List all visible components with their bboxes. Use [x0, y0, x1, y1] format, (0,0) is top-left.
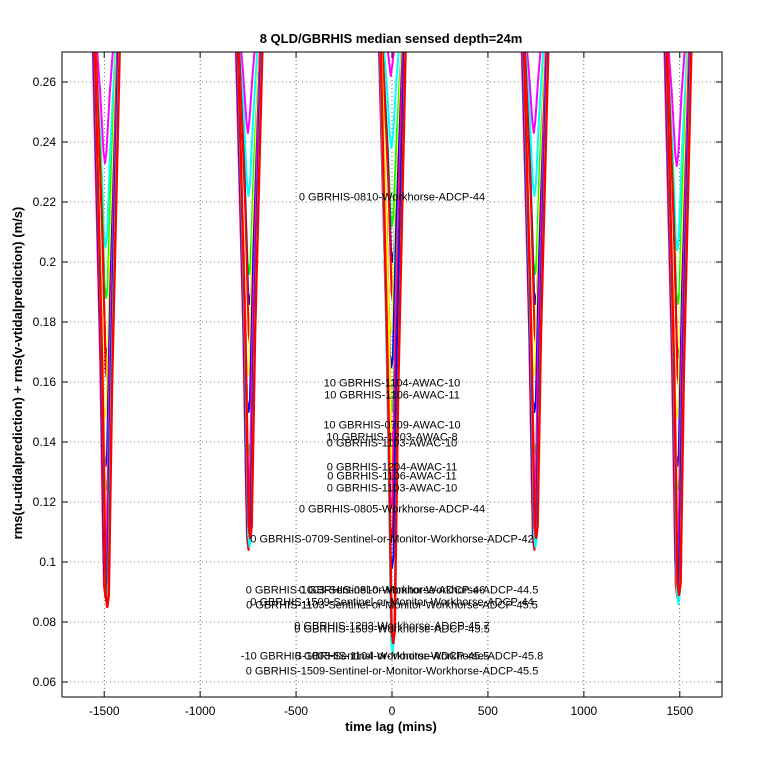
y-axis: 0.06 0.08 0.1 0.12 0.14 0.16 0.18 0.2 0.22 0.24 0.…: [33, 75, 722, 689]
y-tick-label: 0.22: [33, 195, 57, 209]
y-tick-label: 0.12: [33, 495, 57, 509]
y-axis-title: rms(u-utidalprediction) + rms(v-vtidalpr…: [10, 207, 25, 540]
x-tick-label: 0: [389, 704, 396, 718]
annotation-label: 0 GBRHIS-0709-Sentinel-or-Monitor-Workho…: [250, 534, 533, 546]
y-tick-label: 0.1: [39, 555, 56, 569]
x-tick-label: -1000: [185, 704, 216, 718]
annotation-label: 0 GBRHIS-0810-Workhorse-ADCP-44: [299, 192, 485, 204]
annotation-label: 10 GBRHIS-1104-AWAC-10: [324, 378, 461, 390]
x-axis: -1500 -1000 -500 0 500 1000 1500: [89, 52, 693, 718]
annotation-label: 0 GBRHIS-1204-AWAC-11: [327, 462, 457, 474]
annotation-label: 10 GBRHIS-1203-AWAC-8: [326, 432, 457, 444]
annotation-label: 0 GBRHIS-1106-AWAC-11: [327, 471, 457, 483]
annotation-label: 0 GBRHIS-1103-AWAC-10: [327, 483, 457, 495]
x-tick-label: 500: [478, 704, 498, 718]
annotation-label: 0 GBRHIS-1203-Workhorse-ADCP-45.7: [294, 621, 489, 633]
chart-title: 8 QLD/GBRHIS median sensed depth=24m: [260, 31, 523, 46]
annotation-label: 0 GBRHIS-1003-Sentinel-or-Monitor-Workho…: [246, 585, 539, 597]
y-tick-label: 0.06: [33, 675, 57, 689]
x-tick-label: 1500: [666, 704, 693, 718]
annotation-label: 0 GBRHIS-0810-Workhorse-ADCP-46: [299, 585, 485, 597]
annotation-label: 0 GBRHIS-0805-Workhorse-ADCP-44: [299, 504, 485, 516]
annotation-label: 0 GBRHIS-1103-Sentinel-or-Monitor-Workho…: [246, 600, 538, 612]
series-line: [96, 52, 686, 167]
y-tick-label: 0.16: [33, 375, 57, 389]
annotation-label: 10 GBRHIS-1106-AWAC-11: [324, 390, 460, 402]
x-tick-label: -500: [284, 704, 308, 718]
annotation-label: 0 GBRHIS-1103-AWAC-10: [327, 438, 457, 450]
y-tick-label: 0.08: [33, 615, 57, 629]
y-tick-label: 0.18: [33, 315, 57, 329]
annotation-label: 0 GBRHIS-1509-Workhorse-ADCP-45.5: [294, 624, 489, 636]
x-axis-title: time lag (mins): [345, 719, 437, 734]
annotations: 0 GBRHIS-0810-Workhorse-ADCP-44 10 GBRHIS…: [241, 192, 543, 678]
annotation-label: 0 GBRHIS-1509-Sentinel-or-Monitor-Workho…: [250, 597, 533, 609]
annotation-label: -10 GBRHIS-1003-Sentinel-or-Monitor-Work…: [241, 651, 543, 663]
annotation-label: 10 GBRHIS-0709-AWAC-10: [323, 420, 460, 432]
series-layer: [91, 52, 693, 653]
x-tick-label: -1500: [89, 704, 120, 718]
y-tick-label: 0.14: [33, 435, 57, 449]
x-tick-label: 1000: [571, 704, 598, 718]
annotation-label: 0 GBRHIS-1509-Sentinel-or-Monitor-Workho…: [246, 666, 539, 678]
y-tick-label: 0.26: [33, 75, 57, 89]
series-line: [93, 52, 693, 645]
y-tick-label: 0.2: [39, 255, 56, 269]
y-tick-label: 0.24: [33, 135, 57, 149]
annotation-label: 0 GBRHIS-1104-Workhorse-ADCP-45.5: [295, 651, 490, 663]
